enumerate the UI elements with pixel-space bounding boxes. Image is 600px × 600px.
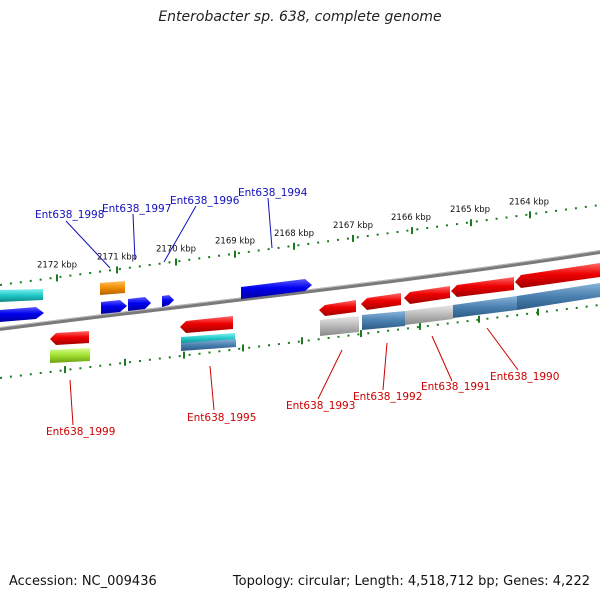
label-ent638-1992: Ent638_1992	[353, 391, 422, 403]
gene-ent638-1995-steel	[181, 339, 236, 351]
gene-labels-bottom: Ent638_1999 Ent638_1995 Ent638_1993 Ent6…	[46, 371, 559, 438]
gene-ent638-1999	[50, 331, 89, 345]
gene-ent638-1994	[241, 279, 312, 299]
label-ent638-1991: Ent638_1991	[421, 381, 490, 393]
tick-labels: 2172 kbp 2171 kbp 2170 kbp 2169 kbp 2168 kbp…	[37, 197, 549, 270]
tick-track-bottom	[0, 304, 600, 379]
gene-ent638-1993-grey	[320, 316, 359, 336]
gene-ent638-1990-steel	[453, 296, 517, 318]
gene-ent638-1990	[451, 277, 514, 297]
gene-labels-top: Ent638_1998 Ent638_1997 Ent638_1996 Ent6…	[35, 187, 308, 221]
gene-ent638-1995-cyan	[181, 333, 235, 344]
gene-ent638-1993	[319, 300, 356, 316]
genome-summary: Topology: circular; Length: 4,518,712 bp…	[232, 574, 590, 589]
gene-ent638-1995	[180, 316, 233, 333]
gene-ent638-1999-lime	[50, 348, 90, 363]
map-title: Enterobacter sp. 638, complete genome	[158, 9, 442, 25]
gene-ent638-1998	[100, 281, 125, 295]
label-ent638-1990: Ent638_1990	[490, 371, 559, 383]
tick-label: 2172 kbp	[37, 260, 77, 270]
gene-arrow-blue-left	[0, 307, 44, 322]
tick-label: 2166 kbp	[391, 213, 431, 223]
gene-ent638-1992	[361, 293, 401, 310]
tick-label: 2169 kbp	[215, 237, 255, 247]
accession-text: Accession: NC_009436	[9, 574, 157, 589]
gene-ent638-1997b	[128, 297, 151, 311]
label-ent638-1995: Ent638_1995	[187, 412, 256, 424]
gene-ent638-1992-steel	[362, 311, 405, 330]
label-ent638-1999: Ent638_1999	[46, 426, 115, 438]
genome-backbone	[0, 250, 600, 331]
label-ent638-1997: Ent638_1997	[102, 203, 171, 215]
tick-label: 2170 kbp	[156, 245, 196, 255]
tick-label: 2165 kbp	[450, 205, 490, 215]
tick-label: 2171 kbp	[97, 252, 137, 262]
gene-red-right	[515, 263, 600, 288]
label-ent638-1998: Ent638_1998	[35, 209, 104, 221]
tick-track-top	[0, 204, 600, 286]
gene-arrow-cyan-left	[0, 289, 43, 302]
tick-label: 2168 kbp	[274, 229, 314, 239]
label-ent638-1993: Ent638_1993	[286, 400, 355, 412]
gene-ent638-1991	[404, 286, 450, 304]
gene-ent638-1996	[162, 295, 174, 307]
tick-label: 2164 kbp	[509, 197, 549, 207]
label-ent638-1994: Ent638_1994	[238, 187, 308, 199]
gene-ent638-1997	[101, 300, 127, 314]
label-ent638-1996: Ent638_1996	[170, 195, 240, 207]
major-ticks	[56, 211, 539, 374]
tick-label: 2167 kbp	[333, 221, 373, 231]
gene-ent638-1991-grey	[405, 305, 453, 325]
gene-steel-right	[517, 283, 600, 310]
leader-lines	[65, 197, 519, 426]
